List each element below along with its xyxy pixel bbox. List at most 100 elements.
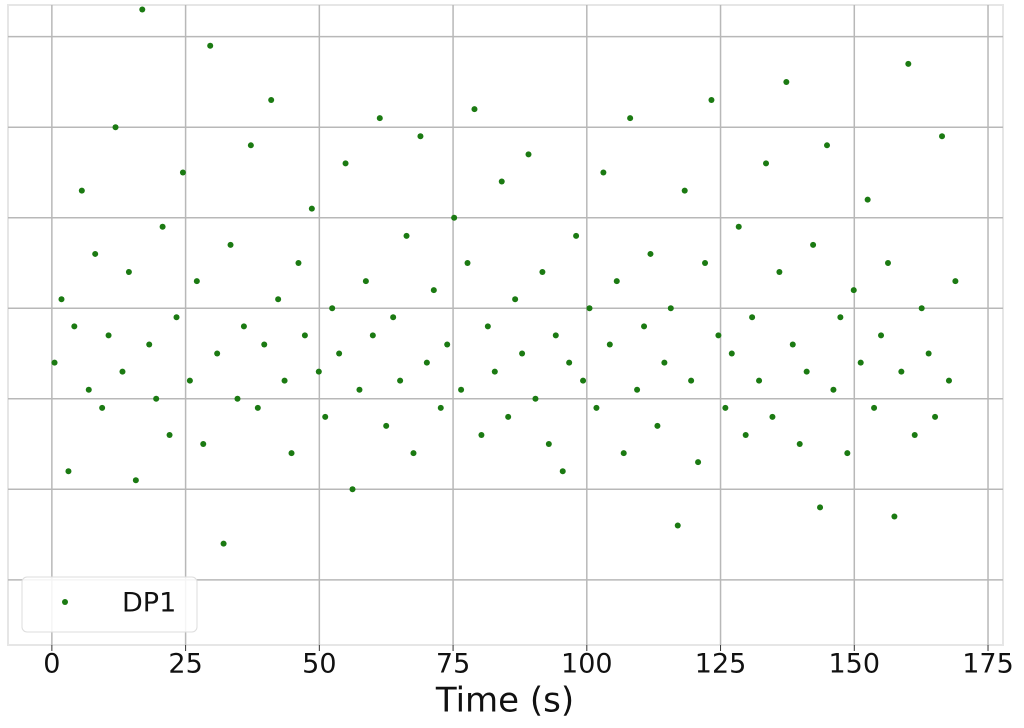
point xyxy=(512,296,519,303)
point xyxy=(945,377,952,384)
point xyxy=(369,332,376,339)
point xyxy=(654,422,661,429)
point xyxy=(756,377,763,384)
point xyxy=(674,522,681,529)
point xyxy=(498,178,505,185)
point xyxy=(695,459,702,466)
point xyxy=(905,60,912,67)
point xyxy=(417,133,424,140)
point xyxy=(166,431,173,438)
point xyxy=(728,350,735,357)
point xyxy=(891,513,898,520)
point xyxy=(708,97,715,104)
point xyxy=(898,368,905,375)
point xyxy=(647,250,654,257)
point xyxy=(71,323,78,330)
x-tick-label: 0 xyxy=(43,649,60,680)
point xyxy=(383,422,390,429)
point xyxy=(58,296,65,303)
point xyxy=(125,269,132,276)
point xyxy=(444,341,451,348)
x-tick-label: 75 xyxy=(436,649,470,680)
point xyxy=(817,504,824,511)
point xyxy=(132,477,139,484)
point xyxy=(349,486,356,493)
point xyxy=(824,142,831,149)
point xyxy=(403,232,410,239)
point xyxy=(390,314,397,321)
point xyxy=(179,169,186,176)
point xyxy=(397,377,404,384)
point xyxy=(864,196,871,203)
point xyxy=(688,377,695,384)
point xyxy=(322,413,329,420)
point xyxy=(268,97,275,104)
point xyxy=(844,450,851,457)
point xyxy=(810,241,817,248)
point xyxy=(193,278,200,285)
point xyxy=(539,269,546,276)
point xyxy=(146,341,153,348)
point xyxy=(308,205,315,212)
x-tick-label: 175 xyxy=(962,649,1014,680)
point xyxy=(207,42,214,49)
point xyxy=(783,78,790,85)
point xyxy=(871,404,878,411)
point xyxy=(715,332,722,339)
point xyxy=(532,395,539,402)
point xyxy=(336,350,343,357)
point xyxy=(342,160,349,167)
point xyxy=(254,404,261,411)
x-axis-label: Time (s) xyxy=(435,681,574,721)
x-tick-label: 25 xyxy=(168,649,202,680)
point xyxy=(139,6,146,13)
point xyxy=(606,341,613,348)
point xyxy=(884,259,891,266)
point xyxy=(525,151,532,158)
point xyxy=(301,332,308,339)
point xyxy=(830,386,837,393)
x-tick-label: 50 xyxy=(302,649,336,680)
point xyxy=(776,269,783,276)
point xyxy=(519,350,526,357)
point xyxy=(857,359,864,366)
point xyxy=(573,232,580,239)
x-tick-label: 125 xyxy=(695,649,747,680)
point xyxy=(580,377,587,384)
point xyxy=(65,468,72,475)
point xyxy=(78,187,85,194)
point xyxy=(484,323,491,330)
x-tick-label: 100 xyxy=(561,649,613,680)
plot-area xyxy=(7,4,1004,646)
point xyxy=(932,413,939,420)
point xyxy=(315,368,322,375)
point xyxy=(952,278,959,285)
point xyxy=(220,540,227,547)
point xyxy=(667,305,674,312)
point xyxy=(288,450,295,457)
point xyxy=(275,296,282,303)
point xyxy=(918,305,925,312)
point xyxy=(742,431,749,438)
point xyxy=(173,314,180,321)
point xyxy=(329,305,336,312)
point xyxy=(702,259,709,266)
point xyxy=(92,250,99,257)
point xyxy=(437,404,444,411)
point xyxy=(295,259,302,266)
point xyxy=(749,314,756,321)
point xyxy=(261,341,268,348)
point xyxy=(878,332,885,339)
point xyxy=(153,395,160,402)
point xyxy=(464,259,471,266)
point xyxy=(85,386,92,393)
point xyxy=(600,169,607,176)
legend-box xyxy=(21,576,198,633)
point xyxy=(356,386,363,393)
point xyxy=(478,431,485,438)
point xyxy=(451,214,458,221)
point xyxy=(186,377,193,384)
point xyxy=(735,223,742,230)
point xyxy=(159,223,166,230)
